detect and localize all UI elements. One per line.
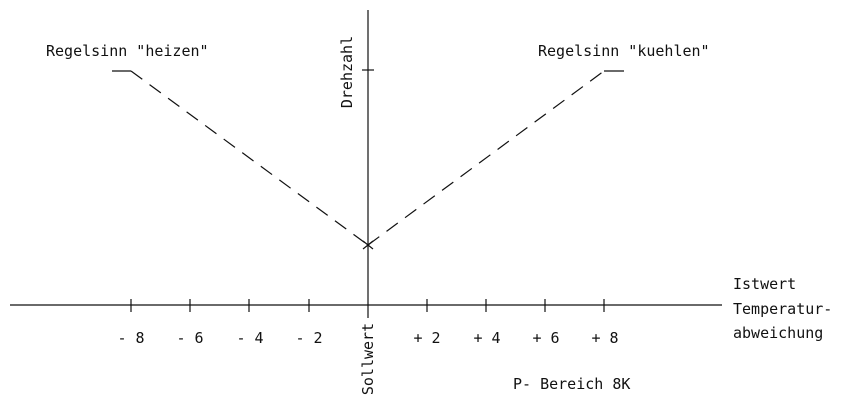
tick-label-neg6: - 6 — [176, 329, 203, 347]
setpoint-label: Sollwert — [359, 323, 377, 395]
tick-label-pos4: + 4 — [473, 329, 500, 347]
tick-label-pos8: + 8 — [591, 329, 618, 347]
heating-characteristic-line — [130, 70, 369, 246]
tick-label-pos2: + 2 — [413, 329, 440, 347]
tick-label-neg8: - 8 — [117, 329, 144, 347]
cooling-characteristic-line — [367, 70, 605, 246]
cooling-mode-label: Regelsinn "kuehlen" — [538, 42, 710, 60]
tick-label-neg2: - 2 — [295, 329, 322, 347]
tick-label-pos6: + 6 — [532, 329, 559, 347]
tick-label-neg4: - 4 — [236, 329, 263, 347]
p-range-label: P- Bereich 8K — [513, 375, 630, 393]
x-axis-label-line1: Istwert — [733, 275, 796, 293]
y-axis-label: Drehzahl — [338, 36, 356, 108]
heating-mode-label: Regelsinn "heizen" — [46, 42, 209, 60]
x-axis-label-line2: Temperatur- — [733, 300, 832, 318]
x-axis-label-line3: abweichung — [733, 324, 823, 342]
